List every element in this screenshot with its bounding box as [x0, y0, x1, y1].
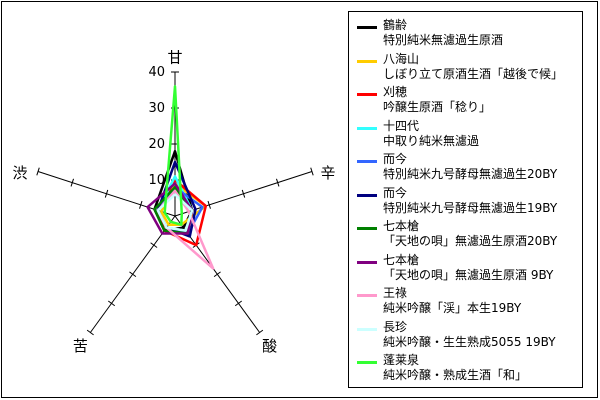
- radar-tick-1-2: [276, 178, 280, 187]
- radar-chart: 甘辛酸 苦 渋 10 20 30 40: [13, 49, 336, 355]
- radar-tick-1-0: [207, 200, 211, 209]
- legend-product: 純米吟醸・熟成生酒「和」: [383, 368, 528, 382]
- radar-tick-3-2: [107, 300, 116, 307]
- legend-product: 吟醸生原酒「稔り」: [383, 100, 492, 114]
- legend-product: 純米吟醸・生生熟成5055 19BY: [383, 334, 556, 349]
- tick-label-1: 20: [148, 137, 165, 152]
- legend-brand: 十四代: [383, 118, 420, 133]
- axis-label-1: 辛: [320, 164, 335, 182]
- legend-brand: 鶴齢: [383, 18, 408, 32]
- legend-product: 特別純米九号酵母無濾過生19BY: [383, 200, 558, 215]
- legend-swatch: [357, 160, 377, 163]
- legend-product: 中取り純米無濾過: [383, 133, 480, 148]
- radar-tick-4-3: [36, 167, 40, 176]
- legend-brand: 而今: [383, 185, 408, 200]
- legend-swatch: [357, 193, 377, 197]
- legend-product: 特別純米無濾過生原酒: [383, 33, 504, 47]
- axis-label-2: 酸: [262, 337, 277, 355]
- legend-product: 特別純米九号酵母無濾過生20BY: [383, 167, 558, 181]
- radar-tick-2-3: [256, 329, 264, 336]
- legend-product: 「天地の唄」無濾過生原酒20BY: [383, 234, 558, 248]
- radar-tick-3-3: [86, 329, 94, 336]
- legend-swatch: [357, 93, 377, 96]
- legend-swatch: [357, 126, 377, 130]
- legend-brand: 八海山: [383, 51, 420, 66]
- legend-product: 「天地の唄」無濾過生原酒 9BY: [383, 267, 554, 282]
- legend-swatch: [357, 59, 377, 63]
- axis-label-4: 渋: [13, 164, 28, 182]
- legend-swatch: [357, 227, 377, 230]
- radar-tick-3-0: [150, 242, 158, 248]
- legend-swatch: [357, 294, 377, 297]
- legend-product: 純米吟醸「渓」本生19BY: [383, 301, 522, 315]
- radar-tick-4-0: [139, 200, 143, 209]
- radar-tick-2-1: [213, 271, 221, 278]
- radar-tick-2-2: [234, 300, 243, 307]
- series-line-10: [163, 85, 184, 226]
- radar-tick-4-2: [70, 178, 74, 187]
- axis-label-0: 甘: [167, 49, 182, 67]
- series-line-9: [156, 193, 194, 232]
- legend-brand: 王祿: [383, 286, 408, 300]
- legend-swatch: [357, 327, 377, 331]
- legend-swatch: [357, 260, 377, 264]
- legend-brand: 刈穂: [383, 85, 408, 99]
- legend-brand: 七本槍: [383, 219, 420, 233]
- legend-brand: 七本槍: [383, 252, 420, 267]
- legend-brand: 長珍: [383, 319, 408, 334]
- radar-tick-1-3: [310, 167, 314, 176]
- radar-tick-4-1: [104, 189, 109, 198]
- legend-swatch: [357, 361, 377, 364]
- tick-label-2: 30: [148, 101, 165, 116]
- legend-brand: 蓬莱泉: [383, 353, 420, 367]
- legend-brand: 而今: [383, 152, 408, 166]
- legend-swatch: [357, 26, 377, 29]
- legend: 鶴齢 特別純米無濾過生原酒 八海山 しぼり立て原酒生酒「越後で候」 刈穂 吟醸生原酒「稔り…: [348, 11, 583, 388]
- radar-tick-3-1: [129, 271, 137, 278]
- legend-product: しぼり立て原酒生酒「越後で候」: [383, 66, 564, 81]
- radar-tick-1-1: [241, 189, 246, 198]
- tick-label-0: 10: [148, 173, 165, 188]
- axis-label-3: 苦: [73, 337, 88, 355]
- tick-label-3: 40: [148, 65, 165, 80]
